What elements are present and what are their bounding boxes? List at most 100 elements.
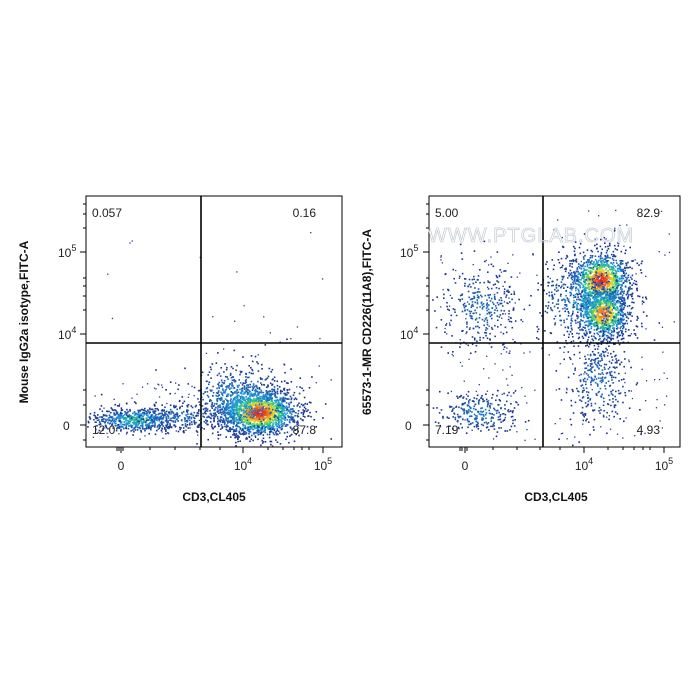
density-dot	[257, 427, 260, 429]
density-dot	[619, 301, 621, 303]
density-dot	[620, 325, 622, 328]
density-dot	[577, 276, 579, 278]
density-dot	[237, 394, 239, 397]
density-dot	[319, 337, 321, 340]
density-dot	[220, 419, 222, 421]
density-dot	[217, 434, 220, 436]
density-dot	[245, 381, 247, 384]
density-dot	[599, 265, 602, 267]
density-dot	[595, 263, 598, 265]
density-dot	[231, 384, 233, 387]
density-dot	[277, 414, 280, 416]
density-dot	[165, 419, 168, 421]
density-dot	[606, 270, 609, 273]
density-dot	[225, 417, 227, 420]
density-dot	[120, 412, 123, 415]
density-dot	[265, 403, 267, 406]
density-dot	[276, 406, 278, 408]
density-dot	[616, 275, 619, 278]
density-dot	[290, 418, 292, 420]
density-dot	[131, 424, 134, 427]
density-dot	[288, 421, 291, 423]
density-dot	[604, 242, 606, 244]
density-dot	[579, 273, 581, 276]
density-dot	[197, 389, 200, 392]
density-dot	[621, 270, 623, 272]
density-dot	[256, 423, 259, 426]
density-dot	[321, 278, 324, 280]
density-dot	[230, 428, 233, 431]
density-dot	[193, 416, 195, 419]
density-dot	[587, 336, 590, 339]
density-dot	[253, 417, 256, 420]
density-dot	[266, 433, 269, 436]
density-dot	[221, 381, 224, 384]
density-dot	[135, 420, 138, 423]
density-dot	[157, 408, 159, 411]
density-dot	[594, 287, 596, 289]
density-dot	[171, 411, 173, 413]
density-dot	[225, 426, 228, 428]
density-dot	[188, 416, 190, 418]
density-dot	[157, 413, 159, 416]
density-dot	[572, 260, 575, 263]
density-dot	[588, 286, 590, 289]
density-dot	[89, 412, 92, 415]
density-dot	[253, 420, 256, 422]
density-dot	[589, 290, 591, 293]
density-dot	[594, 263, 597, 265]
density-dot	[261, 413, 263, 415]
density-dot	[595, 313, 597, 316]
density-dot	[271, 403, 274, 405]
density-dot	[580, 274, 582, 277]
density-dot	[584, 326, 586, 329]
density-dot	[268, 406, 270, 409]
density-dot	[582, 272, 585, 274]
density-dot	[111, 317, 114, 320]
density-dot	[166, 421, 168, 423]
density-dot	[223, 380, 226, 382]
density-dot	[260, 432, 262, 435]
density-dot	[288, 416, 290, 418]
density-dot	[614, 275, 616, 277]
density-dot	[627, 290, 629, 293]
density-dot	[140, 420, 142, 422]
density-dot	[584, 283, 586, 286]
density-dot	[264, 395, 266, 398]
density-dot	[586, 300, 589, 303]
density-dot	[598, 270, 601, 272]
density-dot	[279, 426, 281, 429]
density-dot	[591, 314, 593, 316]
density-dot	[205, 419, 207, 421]
density-dot	[602, 269, 604, 271]
density-dot	[268, 423, 270, 425]
density-dot	[240, 404, 242, 407]
density-dot	[181, 396, 184, 398]
density-dot	[211, 415, 213, 417]
density-dot	[269, 408, 271, 411]
density-dot	[261, 426, 264, 428]
density-dot	[167, 415, 169, 417]
density-dot	[296, 423, 299, 426]
density-dot	[622, 271, 625, 273]
density-dot	[618, 309, 621, 312]
density-dot	[241, 387, 244, 389]
density-dot	[158, 413, 161, 415]
density-dot	[89, 417, 91, 420]
density-dot	[588, 267, 590, 269]
density-dot	[582, 286, 584, 289]
density-dot	[288, 398, 290, 400]
density-dot	[155, 429, 158, 432]
density-dot	[179, 414, 181, 417]
density-dot	[598, 301, 601, 303]
density-dot	[126, 421, 128, 424]
density-dot	[210, 425, 213, 428]
density-dot	[211, 363, 214, 365]
density-dot	[261, 415, 264, 418]
density-dot	[261, 427, 263, 429]
plot-frame-left	[85, 195, 343, 448]
density-dot	[265, 412, 267, 414]
density-dot	[272, 423, 274, 426]
density-dot	[247, 397, 250, 399]
density-dot	[248, 436, 251, 438]
